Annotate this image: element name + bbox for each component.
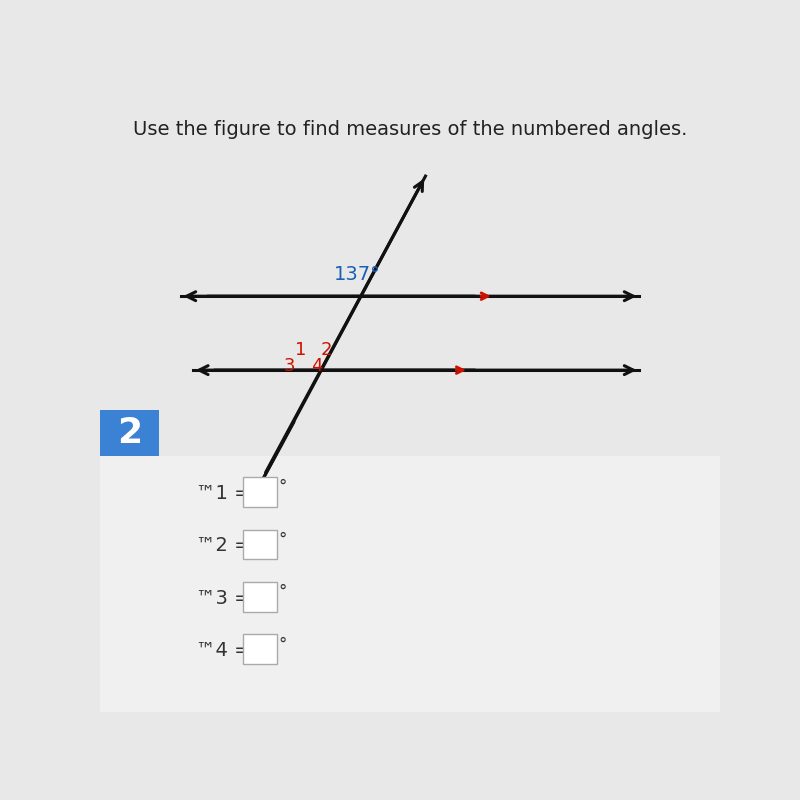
Text: 2: 2 [117,416,142,450]
Text: 4: 4 [311,357,322,375]
Text: ™4 =: ™4 = [196,641,250,660]
Text: 2: 2 [321,341,332,358]
Text: 3: 3 [283,357,295,375]
FancyBboxPatch shape [242,530,277,559]
Text: 137°: 137° [334,265,381,284]
FancyBboxPatch shape [242,582,277,611]
Text: ™3 =: ™3 = [196,589,250,607]
FancyBboxPatch shape [100,410,159,456]
Text: Use the figure to find measures of the numbered angles.: Use the figure to find measures of the n… [133,120,687,139]
Text: ™2 =: ™2 = [196,536,250,555]
Text: °: ° [278,635,287,654]
Text: °: ° [278,478,287,496]
Text: °: ° [278,530,287,549]
Text: ™1 =: ™1 = [196,484,250,503]
Text: 1: 1 [294,341,306,358]
Text: °: ° [278,583,287,601]
FancyBboxPatch shape [100,456,720,712]
FancyBboxPatch shape [242,478,277,507]
FancyBboxPatch shape [242,634,277,664]
